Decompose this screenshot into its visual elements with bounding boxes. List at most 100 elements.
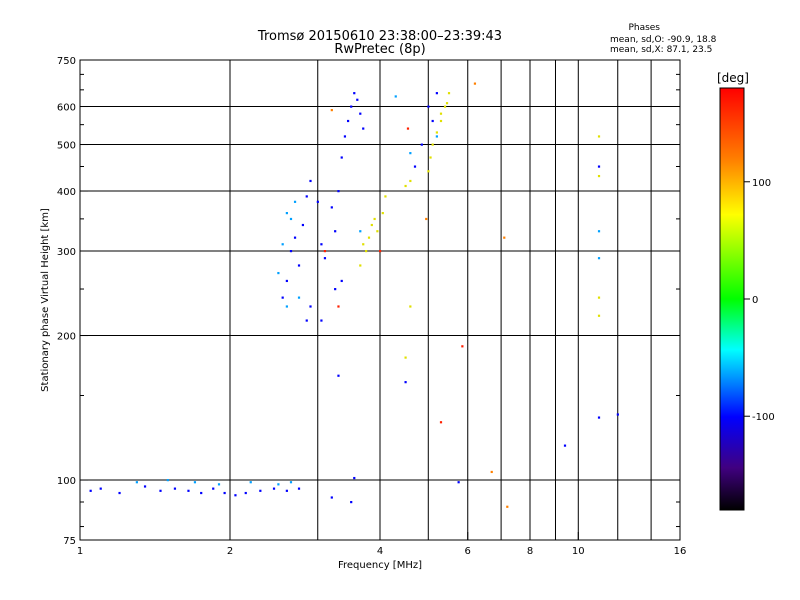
data-point — [272, 487, 276, 490]
data-point — [330, 496, 333, 499]
data-point — [350, 105, 353, 108]
data-point — [289, 481, 293, 484]
data-point — [234, 494, 237, 497]
data-point — [362, 127, 365, 130]
data-point — [212, 487, 215, 490]
data-point — [330, 206, 333, 209]
data-point — [166, 479, 169, 482]
data-point — [427, 170, 430, 173]
data-point — [323, 257, 327, 260]
data-point — [285, 305, 288, 308]
colorbar-tick-label: -100 — [752, 412, 775, 423]
x-tick-label: 2 — [227, 546, 233, 557]
data-point — [89, 489, 92, 492]
data-point — [359, 264, 362, 267]
data-point — [404, 184, 407, 188]
y-tick-label: 500 — [57, 141, 76, 152]
colorbar-label: [deg] — [717, 71, 749, 85]
data-point — [425, 217, 428, 221]
data-point — [343, 135, 347, 138]
data-point — [285, 279, 288, 283]
y-axis: 75 100 200 300 400 500 600 750 — [57, 56, 680, 547]
data-point — [289, 250, 293, 253]
data-point — [359, 230, 362, 233]
data-point — [316, 200, 319, 203]
data-point — [362, 243, 365, 246]
data-point — [143, 485, 147, 488]
data-point — [597, 257, 601, 260]
data-point — [473, 82, 477, 85]
colorbar-tick-label: 0 — [752, 295, 758, 306]
y-tick-label: 300 — [57, 247, 76, 258]
data-point — [346, 119, 350, 123]
data-point — [187, 489, 190, 492]
data-point — [431, 143, 434, 146]
chart-title: Tromsø 20150610 23:38:00–23:39:43 — [257, 29, 502, 44]
data-point — [597, 416, 601, 419]
data-point — [309, 179, 312, 183]
data-point — [305, 195, 308, 198]
data-point — [506, 505, 509, 508]
data-point — [305, 319, 308, 322]
chart-subtitle: RwPretec (8p) — [334, 42, 425, 57]
data-point — [503, 236, 506, 239]
data-point — [277, 271, 280, 275]
data-point — [447, 92, 451, 95]
data-point — [365, 250, 368, 253]
data-point — [193, 481, 197, 484]
data-point — [285, 489, 288, 492]
x-axis-label: Frequency [MHz] — [338, 560, 422, 571]
data-point — [379, 250, 382, 253]
data-point — [376, 230, 379, 233]
data-point — [259, 489, 262, 492]
data-point — [159, 489, 162, 492]
data-point — [297, 296, 301, 299]
y-tick-label: 200 — [57, 332, 76, 343]
data-point — [293, 200, 297, 203]
data-point — [301, 223, 305, 227]
data-point — [445, 102, 449, 105]
data-point — [443, 105, 447, 108]
colorbar-tick-label: 100 — [752, 178, 771, 189]
data-point — [350, 500, 353, 504]
data-point — [367, 236, 371, 239]
data-point — [217, 483, 221, 486]
data-point — [99, 487, 102, 490]
y-tick-label: 400 — [57, 187, 76, 198]
data-points — [89, 82, 619, 508]
data-point — [323, 250, 327, 253]
data-point — [330, 109, 333, 112]
data-point — [135, 481, 138, 484]
data-point — [439, 119, 443, 123]
data-point — [320, 243, 323, 246]
x-tick-label: 10 — [572, 546, 585, 557]
data-point — [563, 444, 567, 447]
data-point — [420, 143, 423, 146]
data-point — [427, 105, 430, 108]
data-point — [249, 481, 252, 484]
legend-o-stats: mean, sd,O: -90.9, 18.8 — [610, 35, 717, 45]
data-point — [435, 131, 438, 134]
data-point — [435, 135, 438, 138]
data-point — [337, 190, 340, 193]
data-point — [404, 356, 407, 359]
data-point — [277, 483, 280, 486]
data-point — [435, 92, 438, 95]
data-point — [394, 95, 397, 98]
data-point — [340, 156, 343, 159]
data-point — [337, 305, 340, 308]
data-point — [340, 279, 343, 283]
colorbar-ticks: 100 0 -100 — [744, 178, 775, 423]
data-point — [439, 112, 443, 115]
data-point — [118, 491, 121, 495]
data-point — [431, 119, 434, 123]
data-point — [381, 212, 384, 215]
data-point — [597, 165, 601, 168]
data-point — [353, 92, 356, 95]
data-point — [289, 217, 293, 221]
legend-title: Phases — [628, 23, 660, 33]
data-point — [356, 98, 359, 101]
data-point — [297, 264, 301, 267]
data-point — [597, 135, 601, 138]
